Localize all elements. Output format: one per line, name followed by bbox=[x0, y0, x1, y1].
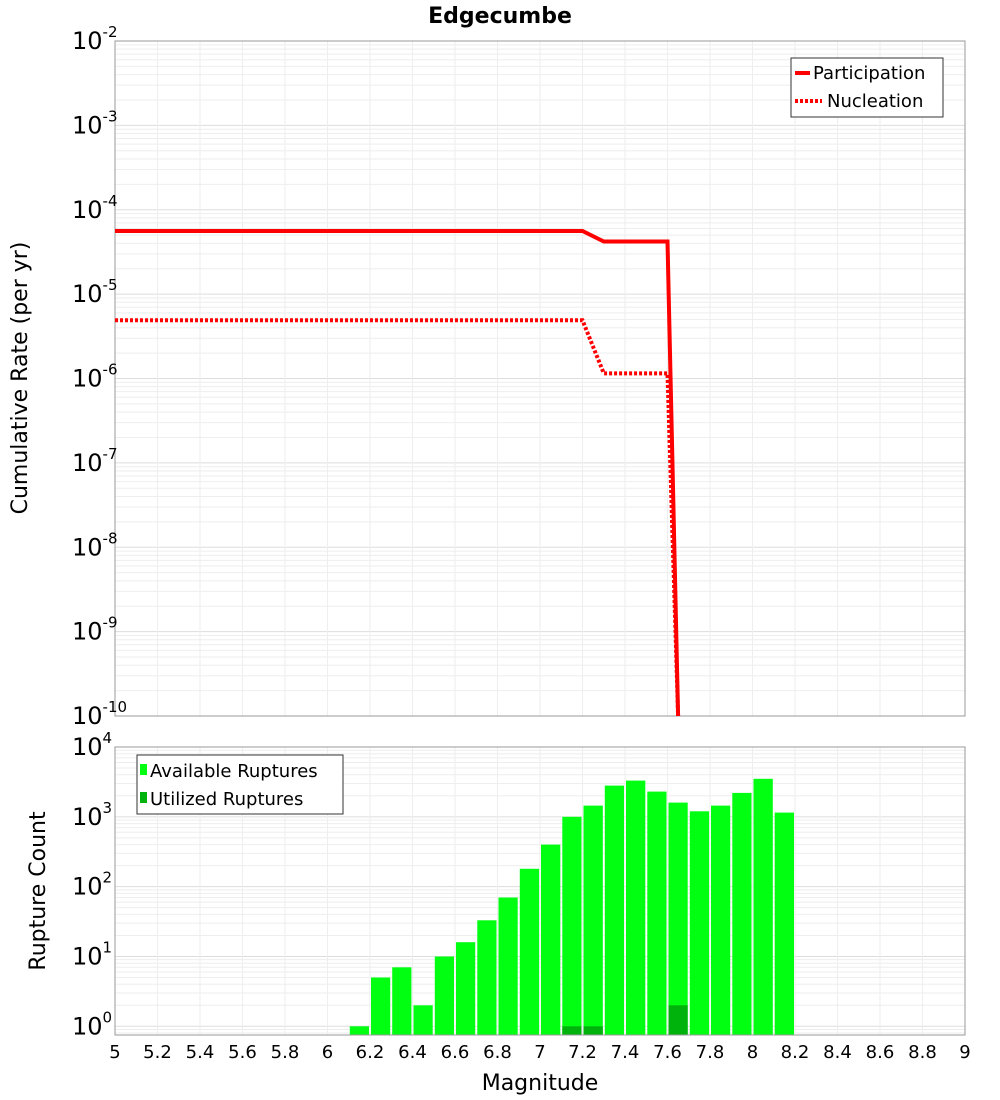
top-grid bbox=[114, 41, 966, 717]
available-ruptures-bar bbox=[647, 791, 667, 1035]
available-ruptures-bar bbox=[562, 816, 582, 1035]
x-tick-label: 7 bbox=[534, 1042, 545, 1063]
available-ruptures-bar bbox=[498, 897, 518, 1035]
bottom-x-ticks: 5 5.2 5.4 5.6 5.8 6 6.2 6.4 6.6 6.8 7 7.2 7.4 7.6 7.8 8… bbox=[109, 1042, 970, 1063]
x-tick-label: 5.6 bbox=[228, 1042, 257, 1063]
x-tick-label: 5 bbox=[109, 1042, 120, 1063]
available-ruptures-bar bbox=[583, 805, 603, 1035]
available-ruptures-bar bbox=[392, 967, 412, 1035]
top-y-tick-label: 10-9 bbox=[72, 614, 118, 646]
x-tick-label: 6 bbox=[322, 1042, 333, 1063]
available-ruptures-bar bbox=[626, 780, 646, 1035]
available-ruptures-bar bbox=[519, 868, 540, 1035]
available-legend-swatch bbox=[140, 764, 147, 775]
top-y-ticks: 10-10 10-9 10-8 10-7 10-6 10-5 10-4 10-3 10-2 bbox=[72, 23, 127, 730]
utilized-ruptures-bar bbox=[583, 1026, 603, 1035]
available-legend-label: Available Ruptures bbox=[150, 761, 318, 782]
utilized-ruptures-bar bbox=[562, 1026, 582, 1035]
top-legend: Participation Nucleation bbox=[790, 57, 944, 118]
x-tick-label: 5.2 bbox=[143, 1042, 172, 1063]
bottom-y-tick-label: 103 bbox=[72, 799, 112, 831]
available-ruptures-bar bbox=[753, 778, 773, 1035]
bottom-legend: Available Ruptures Utilized Ruptures bbox=[136, 754, 344, 815]
x-tick-label: 8.8 bbox=[908, 1042, 937, 1063]
top-y-tick-label: 10-8 bbox=[72, 529, 118, 561]
bottom-y-tick-label: 104 bbox=[72, 729, 112, 761]
available-ruptures-bar bbox=[732, 792, 752, 1035]
top-y-tick-label: 10-2 bbox=[72, 23, 118, 55]
top-y-tick-label: 10-6 bbox=[72, 361, 118, 393]
available-ruptures-bar bbox=[349, 1026, 369, 1035]
top-y-tick-label: 10-4 bbox=[72, 192, 118, 224]
x-axis-label: Magnitude bbox=[482, 1071, 599, 1096]
available-ruptures-bar bbox=[456, 942, 476, 1035]
nucleation-line bbox=[115, 318, 681, 717]
x-tick-label: 6.2 bbox=[356, 1042, 385, 1063]
x-tick-label: 7.8 bbox=[696, 1042, 725, 1063]
available-ruptures-bar bbox=[434, 956, 454, 1035]
x-tick-label: 5.8 bbox=[271, 1042, 300, 1063]
available-ruptures-bar bbox=[711, 805, 731, 1035]
x-tick-label: 8 bbox=[747, 1042, 758, 1063]
bottom-legend-box bbox=[136, 754, 344, 815]
x-tick-label: 8.2 bbox=[781, 1042, 810, 1063]
x-tick-label: 8.4 bbox=[823, 1042, 852, 1063]
bottom-y-ticks: 100 101 102 103 104 bbox=[72, 729, 112, 1040]
top-y-tick-label: 10-10 bbox=[72, 698, 127, 730]
utilized-legend-label: Utilized Ruptures bbox=[150, 789, 303, 810]
available-ruptures-bar bbox=[668, 802, 688, 1035]
top-plot-area bbox=[114, 40, 966, 717]
available-ruptures-bar bbox=[604, 785, 624, 1035]
top-y-axis-label: Cumulative Rate (per yr) bbox=[8, 242, 33, 515]
utilized-legend-swatch bbox=[140, 792, 147, 803]
bottom-bars bbox=[349, 778, 794, 1035]
top-y-tick-label: 10-3 bbox=[72, 107, 118, 139]
x-tick-label: 6.8 bbox=[483, 1042, 512, 1063]
bottom-plot-area bbox=[114, 746, 966, 1036]
nucleation-legend-label: Nucleation bbox=[827, 91, 923, 112]
available-ruptures-bar bbox=[689, 811, 710, 1035]
x-tick-label: 8.6 bbox=[866, 1042, 895, 1063]
available-ruptures-bar bbox=[413, 1005, 433, 1035]
participation-legend-label: Participation bbox=[813, 63, 925, 84]
available-ruptures-bar bbox=[541, 844, 561, 1035]
utilized-ruptures-bar bbox=[668, 1005, 688, 1035]
top-y-tick-label: 10-5 bbox=[72, 276, 118, 308]
bottom-y-tick-label: 102 bbox=[72, 869, 112, 901]
participation-line bbox=[115, 229, 681, 717]
x-tick-label: 6.6 bbox=[441, 1042, 470, 1063]
x-tick-label: 7.2 bbox=[568, 1042, 597, 1063]
bottom-y-axis-label: Rupture Count bbox=[26, 811, 51, 971]
available-ruptures-bar bbox=[477, 920, 497, 1035]
x-tick-label: 9 bbox=[959, 1042, 970, 1063]
top-y-tick-label: 10-7 bbox=[72, 445, 118, 477]
bottom-y-tick-label: 101 bbox=[72, 938, 112, 970]
bottom-y-tick-label: 100 bbox=[72, 1008, 112, 1040]
x-tick-label: 6.4 bbox=[398, 1042, 427, 1063]
chart-title: Edgecumbe bbox=[428, 4, 572, 29]
top-legend-box bbox=[790, 57, 944, 118]
top-series bbox=[115, 229, 681, 717]
available-ruptures-bar bbox=[371, 977, 391, 1035]
x-tick-label: 7.4 bbox=[611, 1042, 640, 1063]
x-tick-label: 7.6 bbox=[653, 1042, 682, 1063]
available-ruptures-bar bbox=[774, 812, 794, 1035]
x-tick-label: 5.4 bbox=[186, 1042, 215, 1063]
